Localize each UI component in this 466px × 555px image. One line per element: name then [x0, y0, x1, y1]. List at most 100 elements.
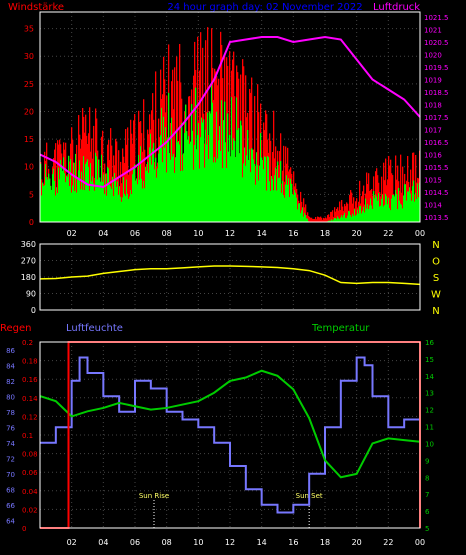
gust-bar — [141, 133, 143, 222]
wind-bar — [161, 107, 163, 222]
gust-bar — [118, 150, 120, 222]
wind-bar — [83, 156, 85, 222]
wind-bar — [414, 201, 416, 222]
wind-bar — [60, 159, 62, 222]
gust-bar — [340, 210, 342, 222]
rain-tick-label: 0.14 — [22, 395, 38, 403]
gust-bar — [129, 169, 131, 222]
wind-bar — [190, 141, 192, 222]
wind-bar — [364, 212, 366, 222]
wind-bar — [209, 111, 211, 222]
gust-bar — [82, 108, 84, 222]
wind-bar — [134, 164, 136, 222]
wind-bar — [307, 218, 309, 222]
gust-bar — [308, 216, 310, 222]
humidity-tick-label: 64 — [6, 517, 15, 525]
wind-bar — [262, 160, 264, 222]
wind-bar — [79, 160, 81, 222]
gust-bar — [245, 75, 247, 222]
wind-bar — [283, 195, 285, 222]
wind-bar — [272, 179, 274, 222]
wind-tick-label: 15 — [24, 135, 34, 144]
wind-bar — [379, 206, 381, 222]
gust-bar — [213, 99, 215, 222]
wind-bar — [86, 161, 88, 222]
wind-bar — [67, 176, 69, 222]
wind-bar — [64, 173, 66, 222]
compass-label: N — [432, 240, 439, 251]
wind-bar — [289, 197, 291, 222]
wind-bar — [42, 182, 44, 222]
wind-bar — [406, 200, 408, 222]
hour-tick-label: 04 — [98, 538, 108, 547]
wind-bar — [85, 163, 87, 222]
wind-bar — [396, 193, 398, 222]
wind-bar — [151, 164, 153, 222]
rain-tick-label: 0.16 — [22, 376, 38, 384]
temperature-tick-label: 5 — [425, 525, 429, 533]
wind-bar — [349, 211, 351, 222]
wind-bar — [45, 163, 47, 222]
pressure-tick-label: 1020.5 — [424, 39, 449, 47]
wind-bar — [131, 194, 133, 222]
gust-bar — [351, 192, 353, 222]
wind-bar — [100, 181, 102, 222]
wind-bar — [351, 216, 353, 222]
wind-tick-label: 30 — [24, 52, 34, 61]
wind-bar — [361, 213, 363, 222]
wind-bar — [374, 198, 376, 222]
wind-bar — [228, 151, 230, 222]
rain-series-label: Regen — [0, 323, 32, 334]
wind-bar — [54, 180, 56, 222]
wind-bar — [163, 116, 165, 222]
rain-tick-label: 0 — [22, 525, 26, 533]
gust-bar — [78, 115, 80, 222]
humidity-tick-label: 80 — [6, 393, 15, 401]
rain-tick-label: 0.2 — [22, 339, 33, 347]
hour-tick-label: 20 — [352, 229, 362, 238]
gust-bar — [326, 218, 328, 222]
wind-bar — [381, 198, 383, 222]
gust-bar — [300, 191, 302, 222]
temperature-tick-label: 15 — [425, 356, 434, 364]
wind-bar — [236, 97, 238, 222]
gust-bar — [120, 161, 122, 222]
wind-bar — [410, 193, 412, 222]
wind-bar — [235, 157, 237, 222]
pressure-tick-label: 1014 — [424, 202, 442, 210]
gust-bar — [387, 179, 389, 222]
wind-bar — [275, 167, 277, 222]
wind-bar — [108, 168, 110, 222]
gust-bar — [283, 145, 285, 222]
wind-bar — [383, 206, 385, 222]
temperature-tick-label: 16 — [425, 339, 434, 347]
wind-bar — [175, 157, 177, 222]
gust-bar — [363, 185, 365, 222]
gust-bar — [310, 217, 312, 222]
wind-bar — [254, 163, 256, 222]
gust-bar — [273, 110, 275, 222]
gust-bar — [122, 148, 124, 222]
gust-bar — [336, 208, 338, 222]
wind-bar — [92, 176, 94, 222]
wind-bar — [248, 160, 250, 222]
hour-tick-label: 14 — [257, 538, 267, 547]
hour-tick-label: 02 — [67, 229, 77, 238]
hour-tick-label: 20 — [352, 538, 362, 547]
wind-bar — [147, 161, 149, 222]
pressure-tick-label: 1019.5 — [424, 64, 449, 72]
wind-bar — [241, 125, 243, 222]
wind-bar — [149, 147, 151, 222]
wind-bar — [273, 190, 275, 222]
gust-bar — [309, 217, 311, 222]
gust-bar — [297, 194, 299, 222]
wind-bar — [52, 174, 54, 222]
wind-bar — [347, 215, 349, 222]
wind-bar — [94, 190, 96, 222]
wind-bar — [293, 194, 295, 222]
pressure-tick-label: 1016 — [424, 152, 442, 160]
wind-bar — [402, 208, 404, 222]
wind-bar — [296, 197, 298, 222]
wind-bar — [250, 172, 252, 222]
temperature-tick-label: 7 — [425, 491, 429, 499]
